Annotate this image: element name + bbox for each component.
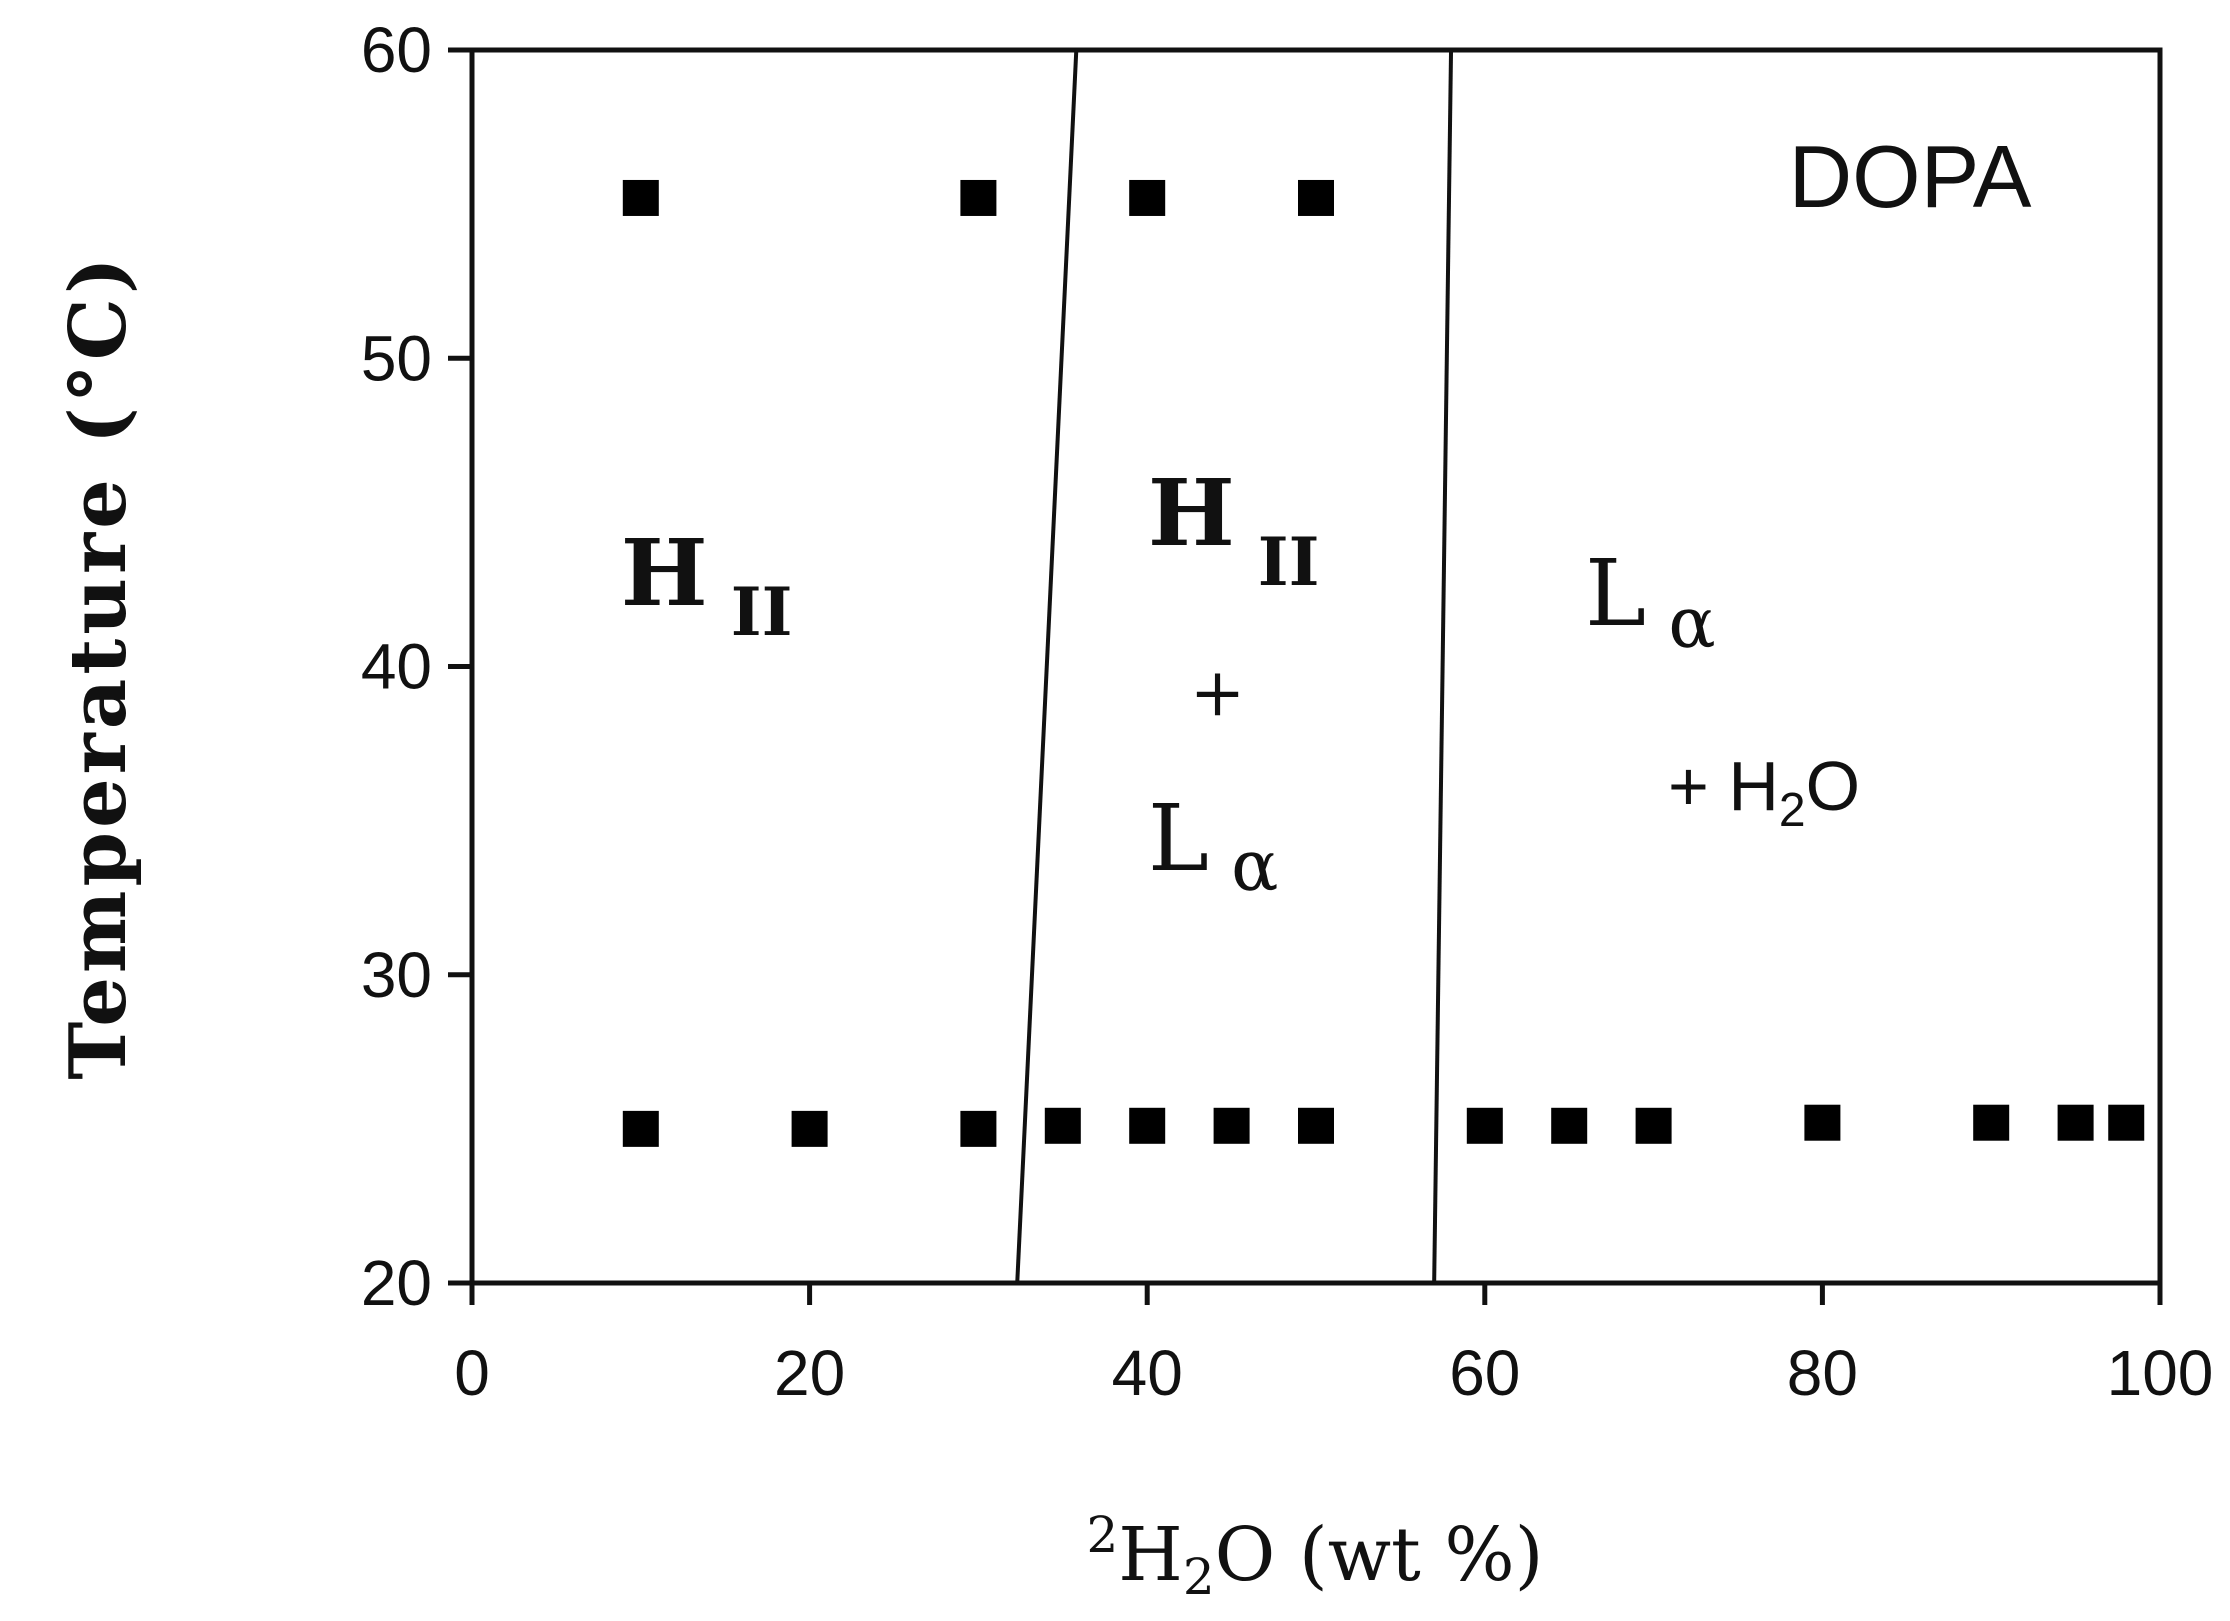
phase-boundary-line — [1432, 49, 1454, 1284]
data-point-square — [1298, 1107, 1334, 1144]
data-point-square — [1973, 1104, 2010, 1141]
data-point-square — [622, 1110, 659, 1147]
x-axis-label-subscript: 2 — [1183, 1548, 1215, 1606]
phase-label-subscript: II — [1235, 523, 1320, 601]
data-point-square — [1129, 1107, 1166, 1144]
data-point-square — [1804, 1104, 1841, 1141]
data-points-layer — [622, 179, 2145, 1147]
data-point-square — [1213, 1107, 1250, 1144]
phase-label-water-end: O — [1806, 747, 1860, 825]
x-axis-label-main: H — [1118, 1512, 1183, 1598]
data-point-square — [960, 179, 997, 216]
x-tick-label: 100 — [2107, 1337, 2214, 1409]
phase-label-main: H — [1148, 459, 1235, 567]
data-point-square — [1298, 179, 1334, 216]
data-point-square — [791, 1110, 828, 1147]
phase-label-water-subscript: 2 — [1779, 784, 1806, 837]
x-tick-label: 40 — [1112, 1337, 1183, 1409]
phase-label-la-mixed: L α — [1148, 785, 1279, 907]
data-point-square — [1466, 1107, 1503, 1144]
x-tick-label: 20 — [774, 1337, 845, 1409]
phase-label-subscript: α — [1646, 582, 1716, 664]
phase-label-main: L — [1148, 785, 1209, 892]
data-point-square — [2108, 1104, 2145, 1141]
phase-label-la: L α — [1585, 540, 1716, 664]
x-axis-label-rest: O (wt %) — [1215, 1512, 1544, 1598]
x-axis-label: 2H2O (wt %) — [1086, 1506, 1543, 1606]
x-tick-label: 80 — [1787, 1337, 1858, 1409]
y-tick-label: 60 — [361, 14, 432, 86]
phase-label-subscript: α — [1209, 825, 1279, 907]
data-point-square — [1551, 1107, 1588, 1144]
phase-boundary-layer — [1015, 49, 1454, 1284]
y-axis-label: Temperature (°C) — [53, 253, 144, 1080]
data-point-square — [1044, 1107, 1081, 1144]
annotation-dopa: DOPA — [1789, 127, 2032, 226]
x-tick-label: 60 — [1449, 1337, 1520, 1409]
data-point-square — [622, 179, 659, 216]
phase-label-main: L — [1585, 540, 1646, 647]
phase-label-water: + H2O — [1668, 747, 1860, 837]
phase-label-subscript: II — [708, 573, 793, 651]
x-tick-label: 0 — [454, 1337, 490, 1409]
data-point-square — [1635, 1107, 1672, 1144]
x-axis-label-superscript: 2 — [1086, 1506, 1118, 1564]
data-point-square — [960, 1110, 997, 1147]
phase-label-plus: + — [1190, 654, 1245, 731]
phase-label-main: H — [621, 519, 708, 627]
y-tick-label: 40 — [361, 631, 432, 703]
data-point-square — [1129, 179, 1166, 216]
y-tick-label: 30 — [361, 939, 432, 1011]
phase-label-water-main: + H — [1668, 747, 1779, 825]
phase-boundary-line — [1015, 49, 1079, 1284]
data-point-square — [2057, 1104, 2094, 1141]
y-tick-label: 50 — [361, 322, 432, 394]
phase-label-hii: H II — [621, 519, 793, 651]
y-tick-label: 20 — [361, 1247, 432, 1319]
phase-label-hii-mixed: H II — [1148, 459, 1320, 601]
plot-frame — [469, 47, 2163, 1286]
